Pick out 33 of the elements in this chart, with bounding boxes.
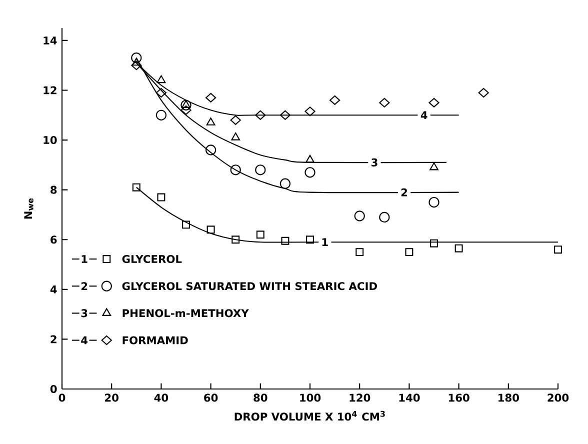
x-tick-label: 40 (154, 394, 168, 402)
x-tick-label: 140 (399, 394, 420, 402)
x-tick-label: 180 (498, 394, 519, 402)
text: 4 (81, 336, 88, 344)
x-tick-label: 0 (58, 394, 66, 402)
x-tick-label: 160 (448, 394, 470, 402)
legend-label: PHENOL-m-METHOXY (122, 309, 249, 318)
x-tick-label: 200 (548, 394, 569, 402)
text: 1 (82, 255, 88, 263)
legend-label: GLYCEROL (122, 255, 182, 264)
x-tick-label: 20 (105, 394, 118, 402)
annotation: 3 (371, 158, 378, 166)
y-axis-title: N$_{we}$ (24, 198, 34, 219)
legend-label: FORMAMID (122, 336, 188, 344)
x-axis-title: DROP VOLUME X 10$^{4}$ CM$^{3}$ (234, 410, 385, 421)
annotation: 1 (322, 238, 328, 246)
annotation: 4 (420, 111, 428, 120)
y-tick-label: 0 (50, 384, 57, 394)
y-tick-label: 8 (50, 186, 57, 194)
y-tick-label: 6 (50, 236, 57, 244)
x-tick-label: 80 (254, 394, 268, 402)
text: 3 (81, 309, 88, 318)
x-tick-label: 120 (350, 394, 370, 402)
legend-label: GLYCEROL SATURATED WITH STEARIC ACID (122, 282, 377, 290)
x-tick-label: 60 (204, 394, 218, 402)
y-tick-label: 12 (44, 86, 56, 94)
y-tick-label: 14 (44, 36, 57, 44)
text: 2 (81, 282, 88, 290)
y-tick-label: 4 (50, 286, 57, 294)
y-tick-label: 2 (50, 335, 56, 344)
x-tick-label: 100 (300, 394, 321, 402)
annotation: 2 (401, 188, 408, 196)
y-tick-label: 10 (44, 136, 57, 144)
